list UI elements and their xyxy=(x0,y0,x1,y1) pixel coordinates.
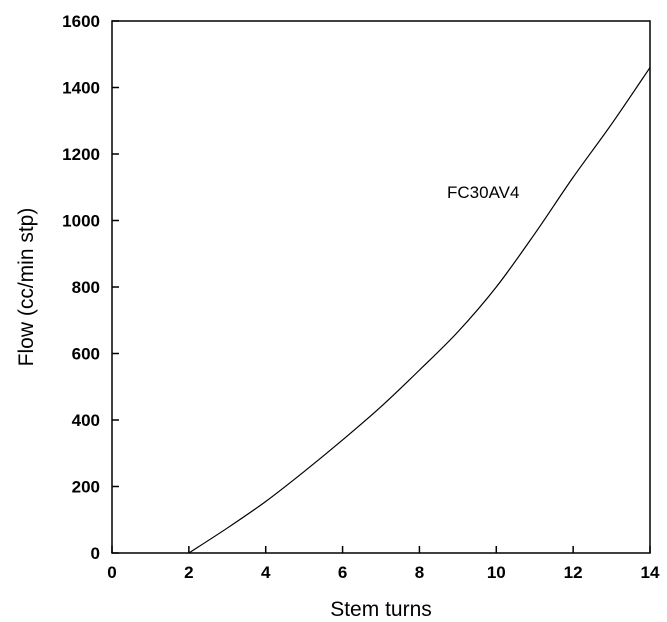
x-tick-label: 2 xyxy=(184,563,193,582)
y-tick-label: 200 xyxy=(72,478,100,497)
y-tick-label: 600 xyxy=(72,345,100,364)
x-tick-label: 10 xyxy=(487,563,506,582)
y-tick-label: 800 xyxy=(72,278,100,297)
x-tick-label: 4 xyxy=(261,563,271,582)
plot-frame xyxy=(111,20,651,554)
y-tick-label: 0 xyxy=(91,544,100,563)
series-line xyxy=(188,67,651,554)
y-tick-label: 1200 xyxy=(62,145,100,164)
y-tick-label: 1600 xyxy=(62,12,100,31)
series-annotation: FC30AV4 xyxy=(447,183,519,202)
y-axis-ticks: 0 200 400 600 800 1000 1200 1400 1600 xyxy=(62,12,119,563)
y-tick-label: 1000 xyxy=(62,212,100,231)
y-tick-label: 400 xyxy=(72,411,100,430)
x-tick-label: 8 xyxy=(415,563,424,582)
x-axis-ticks: 0 2 4 6 8 10 12 14 xyxy=(107,546,660,582)
x-tick-label: 12 xyxy=(564,563,583,582)
y-tick-label: 1400 xyxy=(62,79,100,98)
x-tick-label: 14 xyxy=(641,563,660,582)
x-tick-label: 0 xyxy=(107,563,116,582)
x-axis-title: Stem turns xyxy=(330,598,432,621)
series-layer xyxy=(188,67,651,554)
y-axis-title: Flow (cc/min stp) xyxy=(15,208,38,367)
x-tick-label: 6 xyxy=(338,563,347,582)
